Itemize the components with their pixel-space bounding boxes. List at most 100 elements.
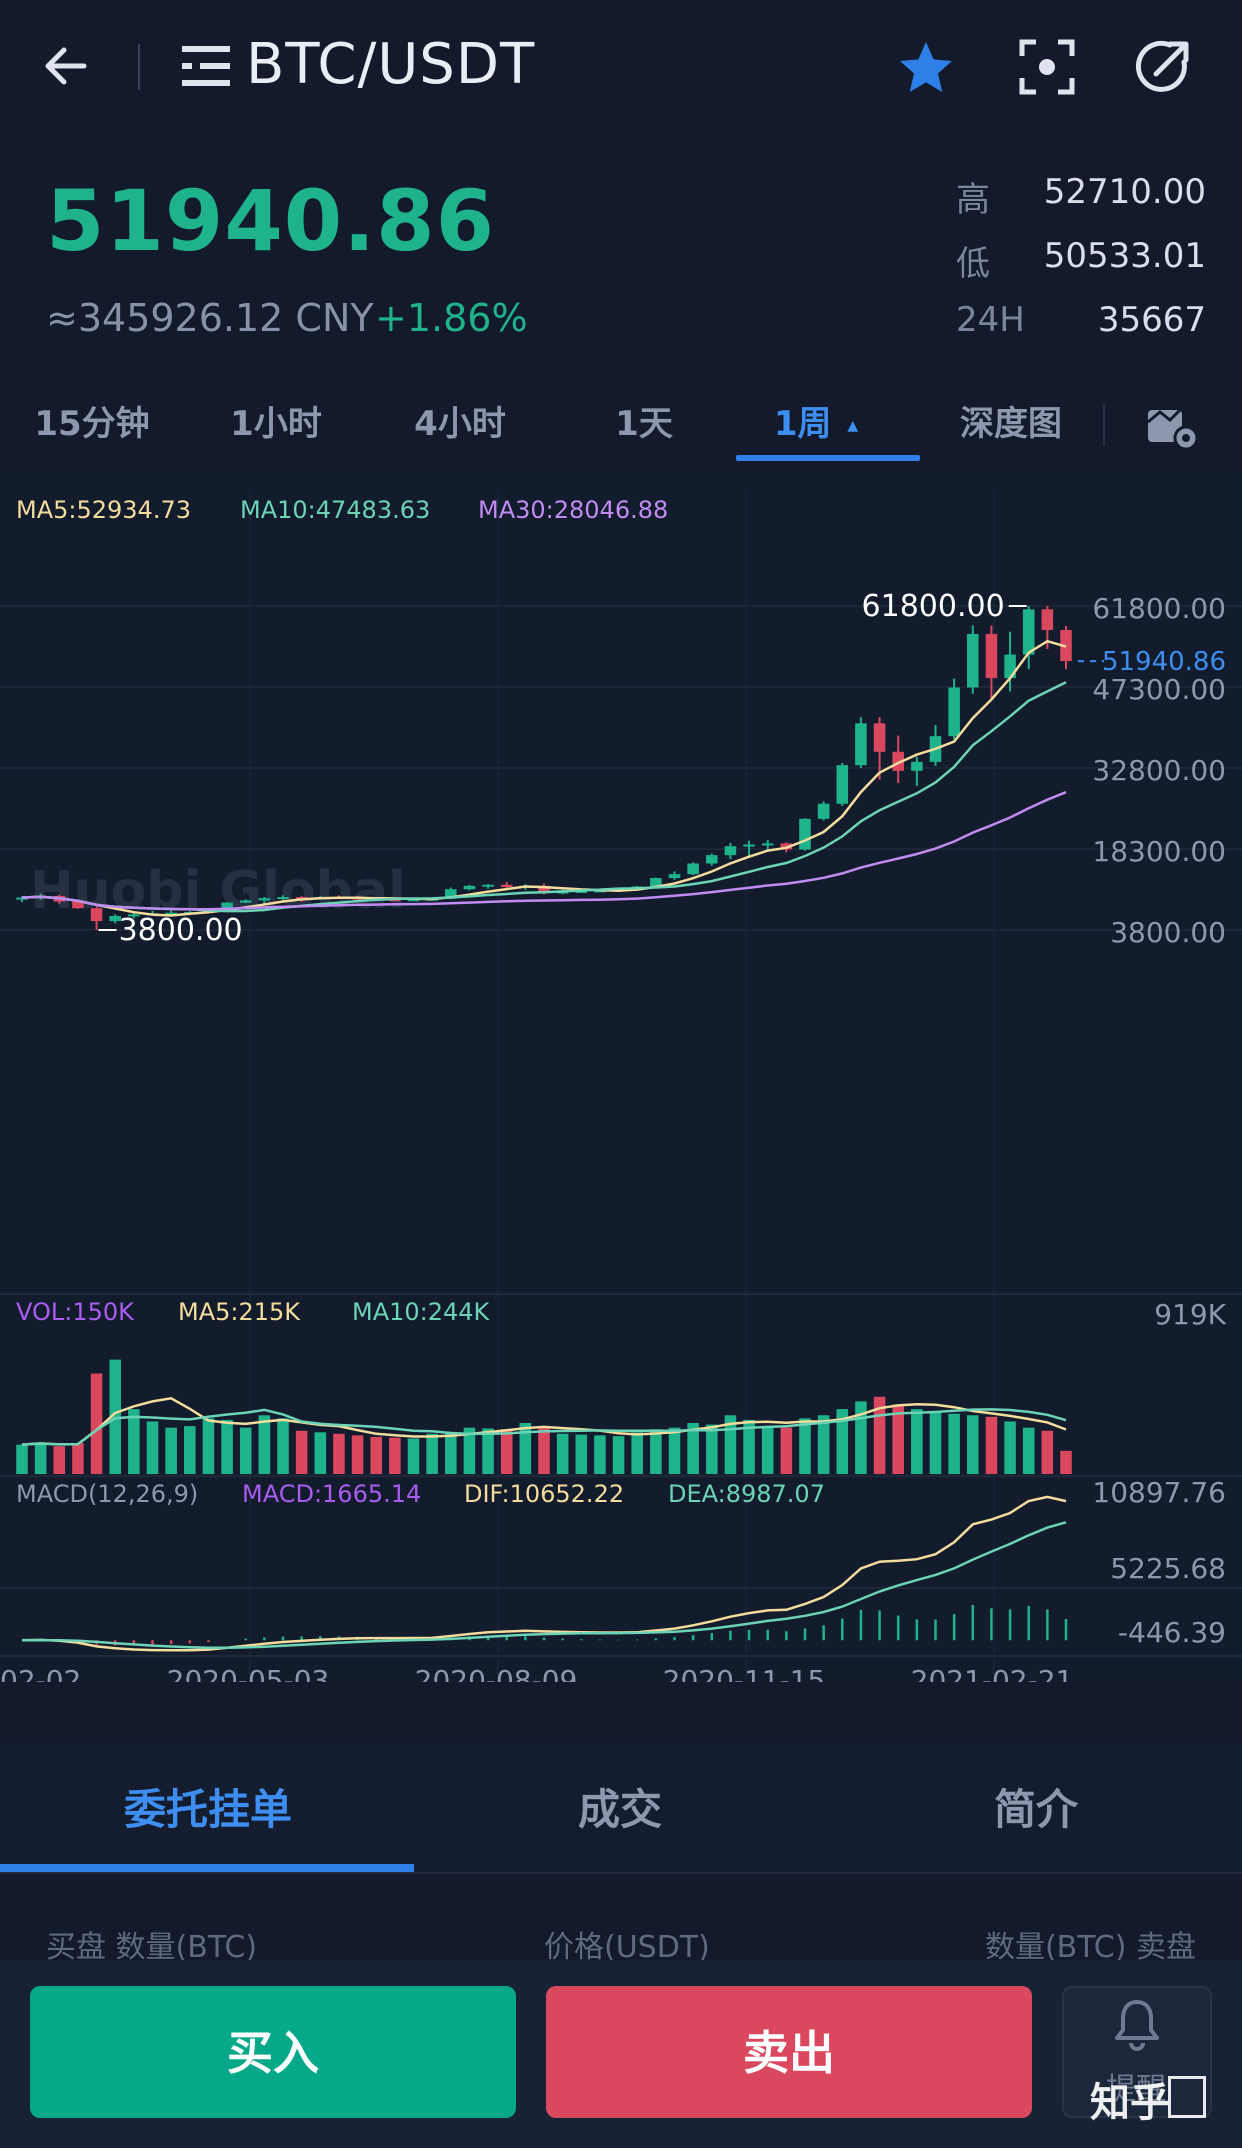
tab-depth-chart[interactable]: 深度图: [960, 404, 1062, 444]
share-icon[interactable]: [1132, 36, 1194, 98]
candle-body: [817, 803, 830, 819]
volume-bar: [407, 1438, 420, 1474]
candle-body: [911, 761, 923, 771]
volume-bar: [239, 1427, 252, 1474]
volume-bar: [929, 1412, 942, 1474]
volume-bar: [985, 1416, 998, 1474]
tab-1week[interactable]: 1周 ▲: [742, 392, 890, 462]
tab-15min[interactable]: 15分钟: [34, 404, 150, 444]
tab-divider: [1103, 404, 1105, 446]
candle-body: [221, 902, 233, 910]
candle-body: [575, 890, 588, 893]
buy-button[interactable]: 买入: [30, 1986, 516, 2118]
candle-body: [855, 723, 867, 766]
price-alert-button[interactable]: [1062, 1986, 1212, 2118]
volume-bar: [389, 1437, 401, 1474]
bell-icon: [1115, 2000, 1159, 2051]
volume-max-label: 919K: [1154, 1298, 1226, 1331]
menu-list-icon[interactable]: [180, 42, 232, 90]
volume-bar: [1060, 1450, 1072, 1474]
candle-body: [948, 687, 960, 737]
ma30-legend: MA30:28046.88: [478, 496, 668, 524]
orderbook-buy-header: 买盘 数量(BTC): [46, 1930, 258, 1965]
candle-body: [668, 874, 681, 879]
price-axis-label: 32800.00: [1092, 754, 1226, 787]
candle-body: [407, 899, 420, 902]
price-axis-label: 18300.00: [1092, 835, 1226, 868]
low-label: 低: [956, 244, 990, 284]
candle-body: [482, 884, 494, 887]
back-arrow-icon[interactable]: [38, 36, 98, 96]
tab-introduction[interactable]: 简介: [994, 1785, 1079, 1834]
price-change-percent: +1.86%: [375, 296, 528, 340]
volume-bar: [445, 1432, 457, 1474]
tab-open-orders[interactable]: 委托挂单: [124, 1785, 293, 1834]
tab-trades[interactable]: 成交: [578, 1785, 663, 1834]
trading-pair-title[interactable]: BTC/USDT: [246, 32, 536, 97]
volume-bar: [333, 1433, 345, 1474]
orderbook-sell-header: 数量(BTC) 卖盘: [984, 1930, 1196, 1965]
favorite-star-icon[interactable]: [896, 38, 956, 98]
candle-body: [743, 844, 755, 847]
volume-bar: [128, 1409, 140, 1474]
top-bar: BTC/USDT: [0, 0, 1242, 140]
volume-bar: [258, 1415, 271, 1474]
candle-body: [892, 751, 904, 771]
volume-bar: [911, 1409, 923, 1474]
volume-bar: [556, 1433, 569, 1474]
ma30-line: [21, 791, 1067, 911]
volume-bar: [16, 1444, 28, 1474]
tab-1day[interactable]: 1天: [615, 404, 673, 444]
ma5-line: [21, 639, 1067, 917]
candle-body: [706, 855, 718, 864]
max-price-label: 61800.00: [862, 589, 1005, 624]
candle-body: [128, 914, 140, 917]
chart-settings-icon[interactable]: [1144, 400, 1200, 452]
volume-bar: [650, 1429, 662, 1474]
candle-body: [687, 863, 699, 875]
candle-body: [1041, 609, 1054, 631]
price-axis-label: 3800.00: [1110, 916, 1226, 949]
volume-bar: [836, 1409, 849, 1474]
candle-body: [90, 908, 103, 922]
high-label: 高: [956, 180, 990, 220]
tab-caret-icon: ▲: [847, 417, 859, 434]
screenshot-icon[interactable]: [1018, 38, 1076, 96]
dif-line: [21, 1495, 1067, 1652]
orderbook-price-header: 价格(USDT): [544, 1930, 710, 1965]
min-price-label: 3800.00: [119, 913, 243, 948]
volume-bar: [221, 1419, 233, 1474]
volume-bar: [146, 1421, 159, 1474]
time-axis-label: 2020-11-15: [663, 1664, 826, 1682]
price-axis-label: 47300.00: [1092, 673, 1226, 706]
candle-body: [1022, 609, 1035, 655]
tab-4hour[interactable]: 4小时: [414, 404, 506, 444]
volume-bar: [706, 1424, 718, 1474]
candle-body: [799, 818, 811, 850]
volume-bar: [90, 1373, 103, 1474]
low-value: 50533.01: [1043, 236, 1206, 276]
candle-body: [985, 633, 998, 679]
volume-bar: [799, 1418, 811, 1474]
volume-bar: [668, 1427, 681, 1474]
candle-body: [239, 900, 252, 903]
dea-legend: DEA:8987.07: [668, 1480, 825, 1508]
order-tabs-bar: [0, 1742, 1242, 1872]
ma10-legend: MA10:47483.63: [240, 496, 430, 524]
volume-ma5-line: [21, 1396, 1067, 1446]
header-divider: [138, 44, 140, 90]
volume-bar: [109, 1359, 121, 1474]
cny-price: ≈345926.12 CNY: [46, 296, 374, 340]
dif-legend: DIF:10652.22: [464, 1480, 624, 1508]
sell-button[interactable]: 卖出: [546, 1986, 1032, 2118]
volume-bar: [277, 1418, 289, 1474]
candle-body: [277, 897, 289, 900]
candle-body: [1004, 654, 1016, 679]
candle-body: [109, 916, 121, 922]
volume-bar: [519, 1423, 532, 1474]
timeframe-tabs: 15分钟 1小时 4小时 1天 1周 ▲ 深度图: [0, 392, 1242, 462]
volume-bar: [612, 1436, 625, 1474]
tab-1hour[interactable]: 1小时: [230, 404, 322, 444]
volume-bar: [687, 1423, 699, 1474]
